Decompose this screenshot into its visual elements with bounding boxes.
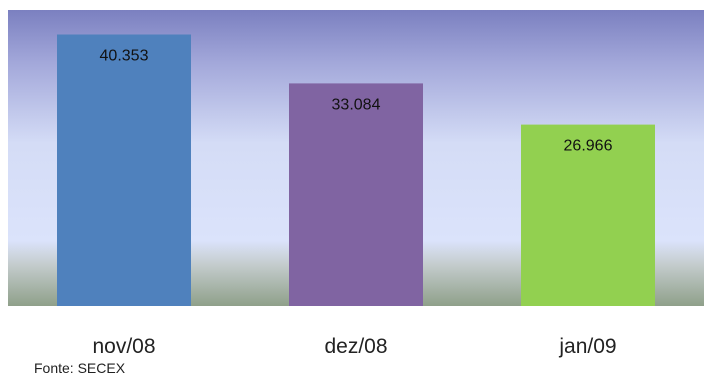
category-label-2: dez/08 — [324, 335, 387, 358]
data-label-1: 40.353 — [100, 48, 149, 65]
source-note: Fonte: SECEX — [34, 360, 126, 376]
data-label-2: 33.084 — [332, 96, 381, 113]
data-label-3: 26.966 — [564, 138, 613, 155]
bar-3 — [521, 124, 655, 306]
bar-1 — [57, 34, 191, 306]
bar-2 — [289, 83, 423, 307]
category-label-3: jan/09 — [558, 335, 616, 358]
category-label-1: nov/08 — [92, 335, 155, 358]
